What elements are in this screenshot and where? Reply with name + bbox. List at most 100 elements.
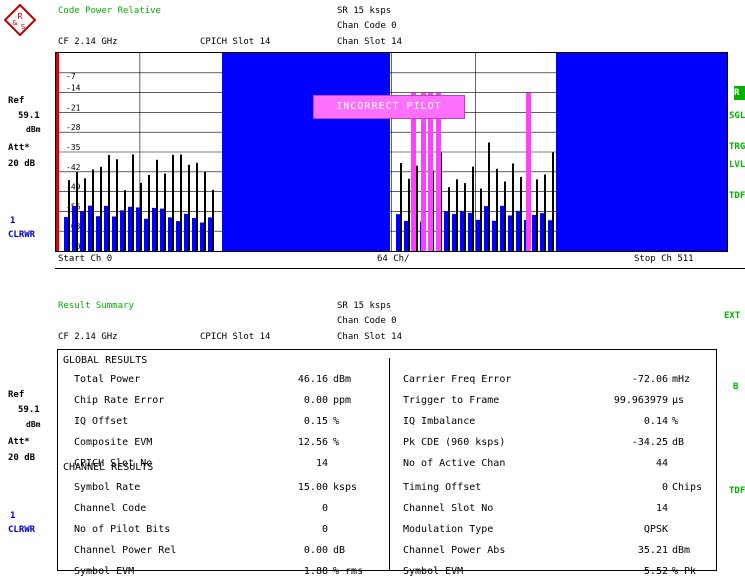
code-power-bar bbox=[408, 178, 410, 251]
y-tick-label: -42 bbox=[66, 163, 81, 172]
screen-a-chan-code: Chan Code 0 bbox=[337, 21, 397, 31]
code-power-bar bbox=[84, 178, 86, 251]
code-power-bar bbox=[108, 155, 110, 251]
start-channel-label: Start Ch 0 bbox=[58, 254, 113, 264]
channel-marker bbox=[56, 53, 59, 251]
code-power-bar bbox=[516, 210, 520, 251]
trace-mode-b: CLRWR bbox=[8, 525, 36, 535]
y-tick-label: -49 bbox=[66, 183, 81, 192]
screen-a-title: Code Power Relative bbox=[58, 6, 161, 16]
code-power-bar bbox=[104, 205, 108, 251]
code-power-bar bbox=[460, 210, 464, 251]
result-label: Channel Power Rel bbox=[74, 545, 177, 556]
result-row: Total Power 46.16 dBm bbox=[58, 374, 716, 388]
code-power-bar bbox=[480, 188, 482, 251]
result-unit: % bbox=[333, 437, 340, 448]
trg-indicator: TRG bbox=[729, 142, 745, 152]
code-power-bar bbox=[88, 205, 92, 251]
result-unit: dB bbox=[333, 545, 346, 556]
code-power-bar bbox=[152, 207, 156, 251]
result-label: Channel Slot No bbox=[403, 503, 494, 514]
code-power-bar bbox=[500, 205, 504, 251]
result-label: Pk CDE (960 ksps) bbox=[403, 437, 506, 448]
screen-b-center-freq: CF 2.14 GHz bbox=[58, 332, 118, 342]
table-column-divider bbox=[389, 358, 390, 570]
code-power-bar bbox=[520, 176, 522, 251]
trace-number: 1 bbox=[10, 216, 16, 226]
result-row: Channel Code 0 bbox=[58, 503, 716, 517]
screen-a-center-freq: CF 2.14 GHz bbox=[58, 37, 118, 47]
code-power-bar bbox=[192, 217, 196, 251]
result-unit: dBm bbox=[333, 374, 352, 385]
code-power-bar bbox=[188, 164, 190, 251]
code-power-bar bbox=[176, 221, 180, 251]
svg-text:R: R bbox=[17, 12, 23, 21]
result-value: 0.00 bbox=[303, 545, 328, 556]
result-label: Channel Code bbox=[74, 503, 147, 514]
screen-a-symbol-rate: SR 15 ksps bbox=[337, 6, 392, 16]
screen-divider bbox=[55, 268, 745, 269]
code-power-bar bbox=[204, 171, 206, 251]
result-value: 0.15 bbox=[303, 416, 328, 427]
result-row: Trigger to Frame 99.963979 µs bbox=[58, 395, 716, 409]
result-value: 14 bbox=[315, 458, 328, 469]
code-power-bar bbox=[208, 217, 212, 251]
code-power-bar bbox=[128, 206, 132, 251]
sgl-indicator: SGL bbox=[729, 111, 745, 121]
code-power-bar bbox=[476, 219, 480, 251]
ref-label-b: Ref bbox=[8, 390, 25, 400]
result-row: No of Pilot Bits 0 bbox=[58, 524, 716, 538]
pilot-bar bbox=[411, 93, 416, 251]
att-label: Att* bbox=[8, 143, 30, 153]
result-unit: Chips bbox=[672, 482, 703, 493]
code-power-bar bbox=[72, 206, 76, 251]
result-label: Total Power bbox=[74, 374, 141, 385]
code-power-bar bbox=[548, 220, 552, 251]
y-tick-label: -21 bbox=[66, 103, 81, 112]
code-power-bar bbox=[144, 218, 148, 251]
b-indicator: B bbox=[733, 382, 739, 392]
code-power-bar bbox=[544, 174, 546, 251]
result-label: Channel Power Abs bbox=[403, 545, 506, 556]
code-power-bar bbox=[96, 216, 100, 251]
result-label: Timing Offset bbox=[403, 482, 482, 493]
code-power-bar bbox=[496, 168, 498, 251]
code-power-bar bbox=[164, 173, 166, 251]
code-power-bar bbox=[540, 213, 544, 251]
code-domain-power-plot: -7-14-21-28-35-42-49-56-63-70 bbox=[55, 52, 728, 252]
result-row: Modulation Type QPSK bbox=[58, 524, 716, 538]
code-power-bar bbox=[148, 175, 150, 251]
code-power-bar bbox=[552, 152, 554, 251]
ref-unit: dBm bbox=[26, 125, 41, 134]
rohde-schwarz-logo: R & S bbox=[4, 4, 36, 36]
code-power-bar bbox=[160, 208, 164, 251]
att-value: 20 dB bbox=[8, 159, 36, 169]
code-power-bar bbox=[200, 222, 204, 251]
result-label: IQ Offset bbox=[74, 416, 129, 427]
trace-number-b: 1 bbox=[10, 511, 16, 521]
ref-value: 59.1 bbox=[18, 111, 40, 121]
result-value: 15.00 bbox=[297, 482, 328, 493]
result-value: 12.56 bbox=[297, 437, 328, 448]
code-power-bar bbox=[512, 163, 514, 251]
ref-value-b: 59.1 bbox=[18, 405, 40, 415]
result-row: Timing Offset 0 Chips bbox=[58, 482, 716, 496]
result-label: Symbol Rate bbox=[74, 482, 141, 493]
code-power-bar bbox=[180, 154, 182, 251]
code-power-bar bbox=[156, 159, 158, 251]
att-label-b: Att* bbox=[8, 437, 30, 447]
code-power-bar bbox=[184, 213, 188, 251]
ext-indicator: EXT bbox=[724, 311, 741, 321]
result-value: 99.963979 bbox=[613, 395, 668, 406]
screen-b-title: Result Summary bbox=[58, 301, 134, 311]
code-power-bar bbox=[76, 171, 78, 251]
code-power-bar bbox=[532, 214, 536, 251]
code-power-bar bbox=[504, 181, 506, 251]
code-power-bar bbox=[464, 183, 466, 251]
screen-b-symbol-rate: SR 15 ksps bbox=[337, 301, 392, 311]
result-row: Pk CDE (960 ksps) -34.25 dB bbox=[58, 437, 716, 451]
result-row: IQ Imbalance 0.14% bbox=[58, 416, 716, 430]
result-unit: % Pk bbox=[672, 566, 697, 577]
result-value: 35.21 bbox=[637, 545, 668, 556]
result-value: 0.14 bbox=[643, 416, 668, 427]
